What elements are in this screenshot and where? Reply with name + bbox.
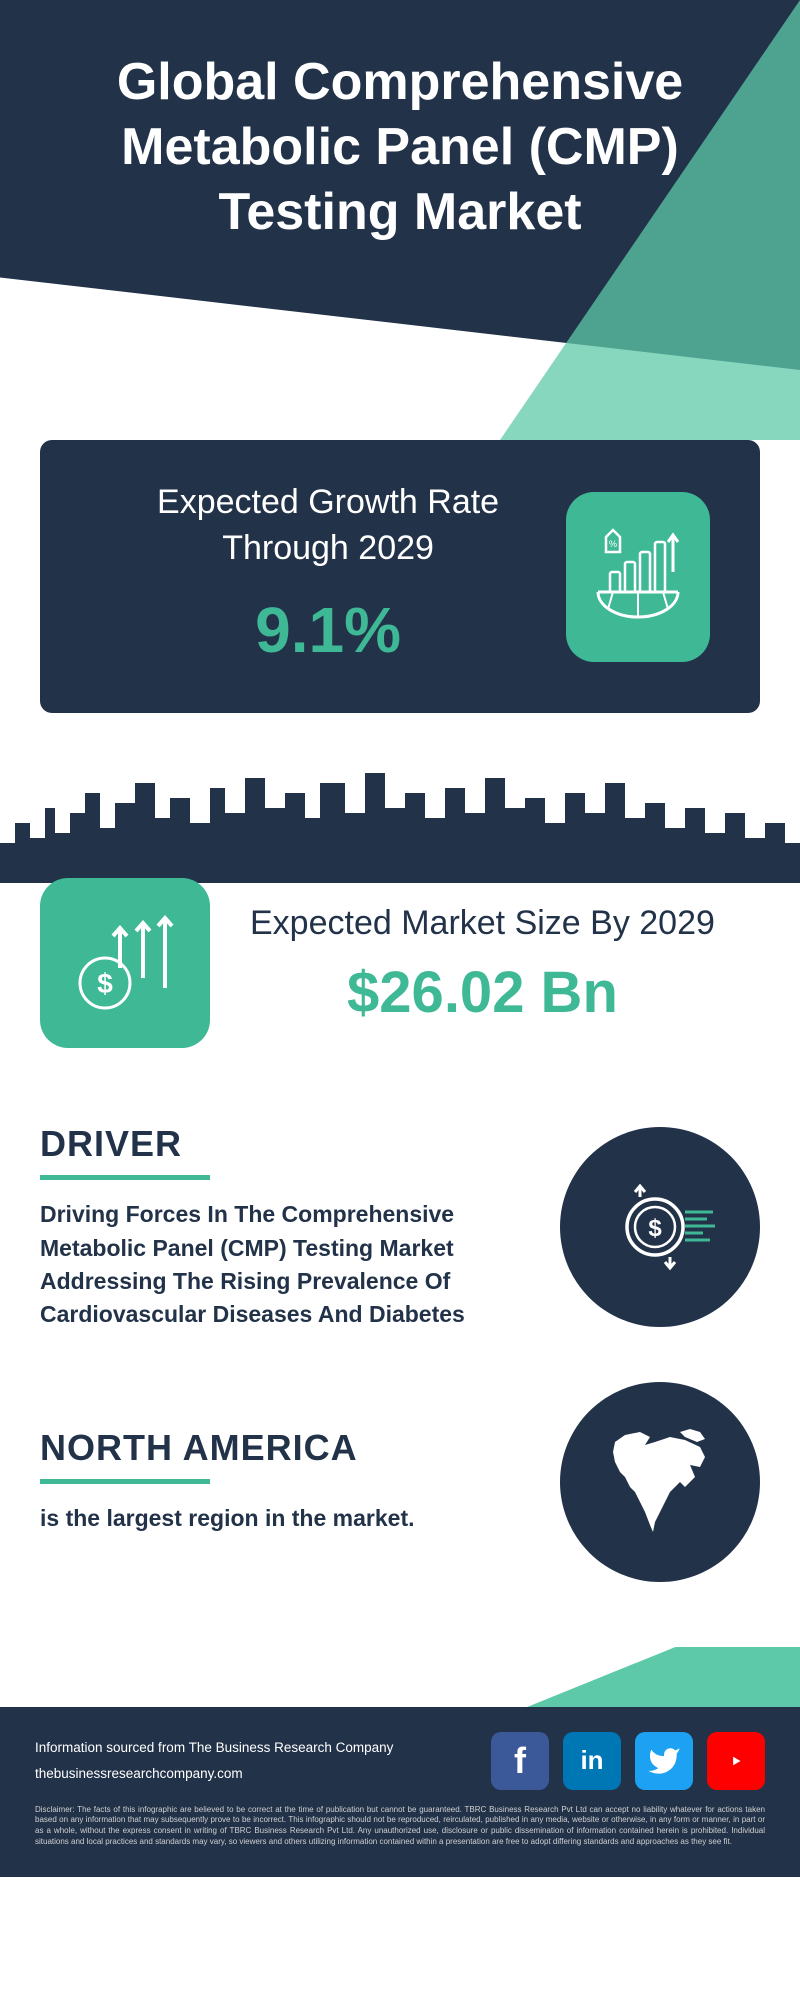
region-section: NORTH AMERICA is the largest region in t… <box>0 1357 800 1607</box>
svg-text:$: $ <box>97 968 113 999</box>
north-america-map-icon <box>585 1407 735 1557</box>
driver-circle-icon: $ <box>560 1127 760 1327</box>
source-line2: thebusinessresearchcompany.com <box>35 1761 393 1787</box>
dollar-arrows-icon: $ <box>65 903 185 1023</box>
growth-text-block: Expected Growth Rate Through 2029 9.1% <box>90 480 566 673</box>
region-circle-icon <box>560 1382 760 1582</box>
market-size-value: $26.02 Bn <box>250 959 715 1026</box>
driver-content: DRIVER Driving Forces In The Comprehensi… <box>40 1123 525 1331</box>
driver-underline <box>40 1175 210 1180</box>
twitter-icon[interactable] <box>635 1732 693 1790</box>
social-row: f in <box>491 1732 765 1790</box>
growth-chart-icon: % <box>566 492 710 662</box>
svg-text:$: $ <box>648 1215 662 1242</box>
infographic-root: Global Comprehensive Metabolic Panel (CM… <box>0 0 800 1877</box>
facebook-icon[interactable]: f <box>491 1732 549 1790</box>
driver-body: Driving Forces In The Comprehensive Meta… <box>40 1198 525 1331</box>
main-title: Global Comprehensive Metabolic Panel (CM… <box>0 0 800 245</box>
region-heading: NORTH AMERICA <box>40 1427 525 1469</box>
source-line1: Information sourced from The Business Re… <box>35 1735 393 1761</box>
market-size-label: Expected Market Size By 2029 <box>250 901 715 947</box>
growth-rate-card: Expected Growth Rate Through 2029 9.1% % <box>40 440 760 713</box>
footer-section: Information sourced from The Business Re… <box>0 1647 800 1877</box>
driver-heading: DRIVER <box>40 1123 525 1165</box>
skyline-divider <box>0 763 800 883</box>
header-section: Global Comprehensive Metabolic Panel (CM… <box>0 0 800 440</box>
source-text: Information sourced from The Business Re… <box>35 1735 393 1786</box>
region-underline <box>40 1479 210 1484</box>
region-body: is the largest region in the market. <box>40 1502 525 1535</box>
disclaimer-text: Disclaimer: The facts of this infographi… <box>35 1805 765 1848</box>
footer-dark-panel: Information sourced from The Business Re… <box>0 1707 800 1877</box>
driver-section: DRIVER Driving Forces In The Comprehensi… <box>0 1098 800 1356</box>
svg-text:%: % <box>609 539 617 549</box>
market-text-block: Expected Market Size By 2029 $26.02 Bn <box>250 901 715 1026</box>
footer-top-row: Information sourced from The Business Re… <box>35 1732 765 1790</box>
linkedin-icon[interactable]: in <box>563 1732 621 1790</box>
market-size-icon-box: $ <box>40 878 210 1048</box>
growth-label: Expected Growth Rate Through 2029 <box>90 480 566 572</box>
globe-chart-icon: % <box>578 517 698 637</box>
growth-value: 9.1% <box>90 587 566 673</box>
market-size-section: $ Expected Market Size By 2029 $26.02 Bn <box>0 878 800 1098</box>
region-content: NORTH AMERICA is the largest region in t… <box>40 1427 525 1535</box>
dollar-flow-icon: $ <box>595 1162 725 1292</box>
youtube-icon[interactable] <box>707 1732 765 1790</box>
